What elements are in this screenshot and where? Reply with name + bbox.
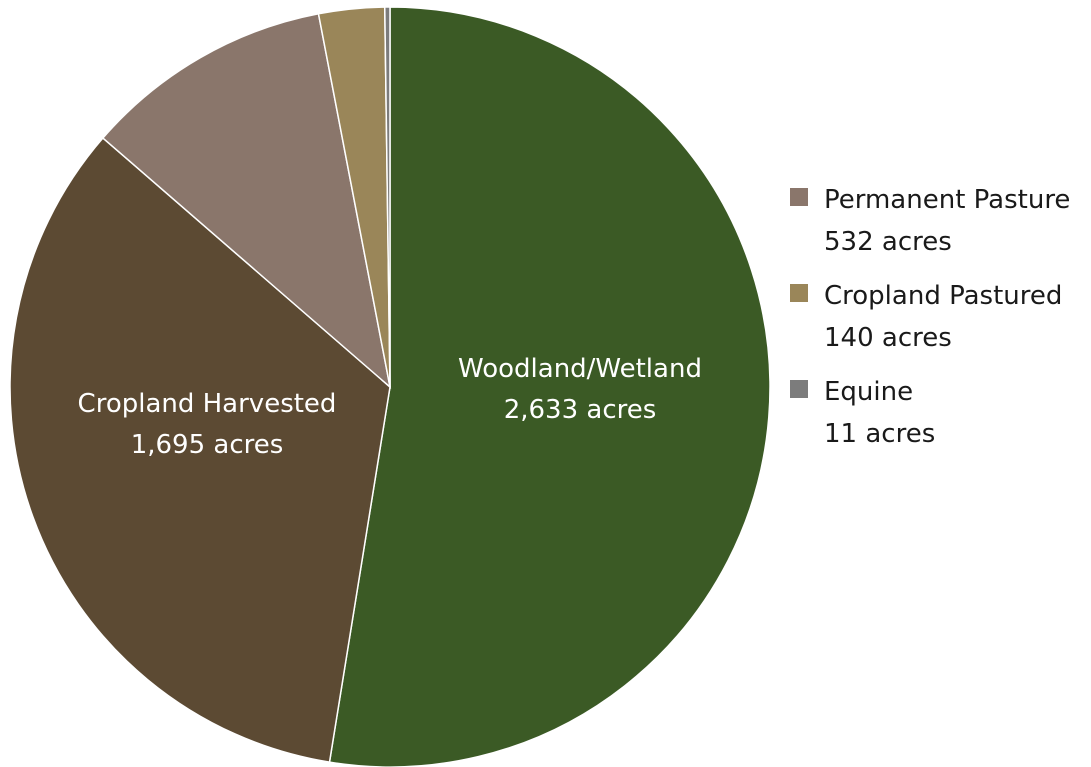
legend-item-permanent-pasture: Permanent Pasture 532 acres <box>790 185 1070 257</box>
legend-value-permanent-pasture: 532 acres <box>824 227 952 257</box>
legend: Permanent Pasture 532 acres Cropland Pastu… <box>790 185 1070 449</box>
legend-value-cropland-pastured: 140 acres <box>824 323 952 353</box>
legend-item-cropland-pastured: Cropland Pastured 140 acres <box>790 281 1062 353</box>
legend-label-equine: Equine <box>824 377 913 407</box>
legend-label-permanent-pasture: Permanent Pasture <box>824 185 1070 215</box>
pie-slices <box>10 7 770 767</box>
legend-value-equine: 11 acres <box>824 419 935 449</box>
legend-swatch-equine <box>790 380 808 398</box>
legend-item-equine: Equine 11 acres <box>790 377 935 449</box>
legend-swatch-permanent-pasture <box>790 188 808 206</box>
legend-swatch-cropland-pastured <box>790 284 808 302</box>
pie-slice-woodland-wetland <box>330 7 770 767</box>
legend-label-cropland-pastured: Cropland Pastured <box>824 281 1062 311</box>
